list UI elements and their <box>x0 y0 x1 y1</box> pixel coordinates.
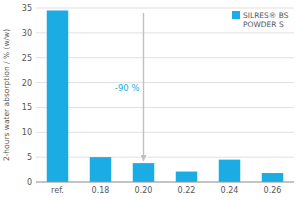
y-tick-label: 10 <box>22 128 32 137</box>
y-tick-label: 15 <box>22 103 32 112</box>
y-tick-label: 30 <box>22 29 32 38</box>
annotation-arrow <box>143 13 144 161</box>
grid-line <box>36 82 294 83</box>
bar <box>90 157 112 182</box>
bar <box>133 163 155 182</box>
y-tick-label: 0 <box>27 178 32 187</box>
legend-swatch <box>232 11 240 19</box>
x-tick-label: 0.18 <box>92 186 110 195</box>
y-tick-label: 25 <box>22 54 32 63</box>
y-tick-label: 20 <box>22 79 32 88</box>
grid-line <box>36 157 294 158</box>
grid-line <box>36 32 294 33</box>
x-tick-label: 0.20 <box>135 186 153 195</box>
legend: SILRES® BSPOWDER S <box>232 11 289 29</box>
y-tick-label: 5 <box>27 153 32 162</box>
annotation-text: -90 % <box>115 83 140 93</box>
grid-line <box>36 107 294 108</box>
x-tick-label: 0.24 <box>221 186 239 195</box>
grid <box>36 8 294 182</box>
bar <box>262 173 284 182</box>
grid-line <box>36 8 294 9</box>
legend-label-line: SILRES® BS <box>243 11 289 20</box>
chart-svg: 0 5 10 15 20 25 30 35 2-hours water absorption /… <box>0 0 300 200</box>
legend-label: SILRES® BSPOWDER S <box>243 11 289 29</box>
grid-line <box>36 57 294 58</box>
grid-line <box>36 182 294 183</box>
y-axis-label: 2-hours water absorption / % (w/w) <box>2 29 11 161</box>
chart-container: 0 5 10 15 20 25 30 35 2-hours water absorption /… <box>0 0 300 200</box>
x-tick-label: 0.22 <box>178 186 196 195</box>
x-tick-label: ref. <box>51 186 64 195</box>
bar <box>219 160 241 182</box>
y-tick-label: 35 <box>22 4 32 13</box>
bars <box>47 10 284 182</box>
x-axis-line <box>36 182 294 183</box>
legend-label-line: POWDER S <box>243 20 284 29</box>
x-tick-label: 0.26 <box>264 186 282 195</box>
bar <box>47 10 69 182</box>
grid-line <box>36 132 294 133</box>
bar <box>176 172 198 182</box>
